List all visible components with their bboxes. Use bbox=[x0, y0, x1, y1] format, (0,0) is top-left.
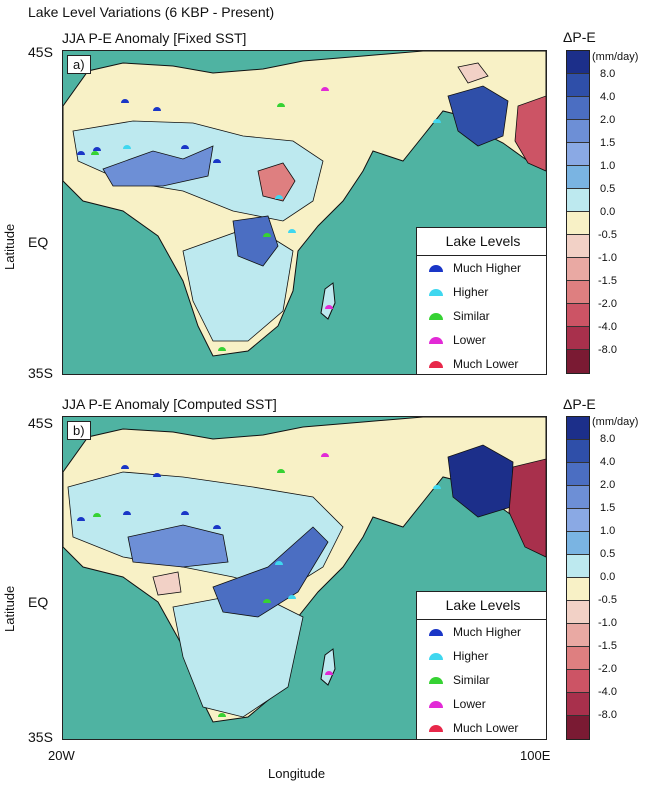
higher-marker-icon bbox=[429, 288, 443, 296]
colorbar-b-label: -2.0 bbox=[598, 663, 617, 675]
colorbar-b-label: -1.5 bbox=[598, 640, 617, 652]
colorbar-a-label: 8.0 bbox=[600, 68, 616, 80]
colorbar-a-label: 4.0 bbox=[600, 91, 616, 103]
legend-item-much-higher-b: Much Higher bbox=[417, 620, 546, 644]
colorbar-a-label: -2.0 bbox=[598, 298, 617, 310]
lake-markers-b bbox=[77, 453, 441, 717]
much-lower-marker-icon bbox=[429, 724, 443, 732]
colorbar-a-label: 0.5 bbox=[600, 183, 616, 195]
region-pink-a bbox=[457, 62, 489, 84]
legend-item-lower-b: Lower bbox=[417, 692, 546, 716]
colorbar-b-label: 0.5 bbox=[600, 548, 616, 560]
panel-a-tag: a) bbox=[67, 55, 91, 74]
y-axis-label-a: Latitude bbox=[2, 223, 17, 270]
lat-tick-bottom-a: 35S bbox=[28, 365, 53, 381]
colorbar-a bbox=[566, 50, 590, 374]
region-red-india-a bbox=[514, 95, 546, 172]
lake-levels-legend-b: Lake Levels Much Higher Higher Similar L… bbox=[416, 591, 546, 739]
colorbar-a-label: -0.5 bbox=[598, 229, 617, 241]
colorbar-title-b: ΔP-E bbox=[563, 396, 596, 412]
much-higher-marker-icon bbox=[429, 264, 443, 272]
region-pink-b bbox=[152, 571, 182, 596]
colorbar-b-label: -8.0 bbox=[598, 709, 617, 721]
legend-item-higher-b: Higher bbox=[417, 644, 546, 668]
map-b-svg bbox=[63, 417, 546, 739]
colorbar-b-label: 1.5 bbox=[600, 502, 616, 514]
legend-item-similar-b: Similar bbox=[417, 668, 546, 692]
colorbar-a-label: -8.0 bbox=[598, 344, 617, 356]
higher-marker-icon bbox=[429, 652, 443, 660]
lon-tick-right: 100E bbox=[520, 748, 551, 763]
legend-item-similar-a: Similar bbox=[417, 304, 546, 328]
legend-item-much-higher-a: Much Higher bbox=[417, 256, 546, 280]
colorbar-a-label: 1.0 bbox=[600, 160, 616, 172]
legend-item-lower-a: Lower bbox=[417, 328, 546, 352]
lower-marker-icon bbox=[429, 336, 443, 344]
lat-tick-eq-b: EQ bbox=[28, 594, 49, 610]
region-red-india-b bbox=[508, 458, 546, 558]
lon-tick-left: 20W bbox=[48, 748, 75, 763]
colorbar-title-a: ΔP-E bbox=[563, 29, 596, 45]
colorbar-a-label: 0.0 bbox=[600, 206, 616, 218]
x-axis-label: Longitude bbox=[268, 766, 326, 781]
colorbar-unit-b: (mm/day) bbox=[592, 416, 639, 428]
colorbar-b bbox=[566, 416, 590, 740]
madagascar-a bbox=[320, 282, 336, 320]
colorbar-a-label: -1.0 bbox=[598, 252, 617, 264]
lat-tick-top-a: 45S bbox=[28, 44, 53, 60]
region-mid-blue-b2 bbox=[212, 526, 329, 618]
region-red-eastafrica-a bbox=[257, 162, 296, 202]
lake-markers-a bbox=[77, 87, 441, 351]
panel-b-title: JJA P-E Anomaly [Computed SST] bbox=[62, 396, 277, 412]
similar-marker-icon bbox=[429, 312, 443, 320]
region-blue-india-a bbox=[447, 85, 509, 147]
similar-marker-icon bbox=[429, 676, 443, 684]
colorbar-b-label: 2.0 bbox=[600, 479, 616, 491]
region-mid-blue-a1 bbox=[102, 145, 214, 187]
colorbar-b-label: 1.0 bbox=[600, 525, 616, 537]
colorbar-a-label: -1.5 bbox=[598, 275, 617, 287]
colorbar-b-label: -4.0 bbox=[598, 686, 617, 698]
panel-a-title: JJA P-E Anomaly [Fixed SST] bbox=[62, 30, 247, 46]
legend-title-a: Lake Levels bbox=[417, 228, 546, 256]
colorbar-b-label: 4.0 bbox=[600, 456, 616, 468]
madagascar-b bbox=[320, 648, 336, 686]
legend-item-much-lower-a: Much Lower bbox=[417, 352, 546, 374]
colorbar-b-label: 0.0 bbox=[600, 571, 616, 583]
map-a-svg bbox=[63, 51, 546, 374]
map-panel-b: b) Lake Levels Much Higher Higher Simila… bbox=[62, 416, 547, 740]
colorbar-b-label: -1.0 bbox=[598, 617, 617, 629]
colorbar-unit-a: (mm/day) bbox=[592, 51, 639, 63]
figure-title: Lake Level Variations (6 KBP - Present) bbox=[28, 4, 275, 20]
legend-item-much-lower-b: Much Lower bbox=[417, 716, 546, 739]
lake-levels-legend-a: Lake Levels Much Higher Higher Similar L… bbox=[416, 227, 546, 374]
legend-title-b: Lake Levels bbox=[417, 592, 546, 620]
y-axis-label-b: Latitude bbox=[2, 585, 17, 632]
panel-b-tag: b) bbox=[67, 421, 91, 440]
lat-tick-eq-a: EQ bbox=[28, 234, 49, 250]
region-mid-blue-a2 bbox=[232, 215, 279, 267]
colorbar-b-label: 8.0 bbox=[600, 433, 616, 445]
colorbar-a-label: 1.5 bbox=[600, 137, 616, 149]
region-mid-blue-b1 bbox=[127, 524, 229, 568]
lower-marker-icon bbox=[429, 700, 443, 708]
map-panel-a: a) Lake Levels Much Higher Higher Simila… bbox=[62, 50, 547, 375]
colorbar-b-label: -0.5 bbox=[598, 594, 617, 606]
legend-item-higher-a: Higher bbox=[417, 280, 546, 304]
much-higher-marker-icon bbox=[429, 628, 443, 636]
colorbar-a-label: 2.0 bbox=[600, 114, 616, 126]
lat-tick-top-b: 45S bbox=[28, 415, 53, 431]
much-lower-marker-icon bbox=[429, 360, 443, 368]
colorbar-a-label: -4.0 bbox=[598, 321, 617, 333]
lat-tick-bottom-b: 35S bbox=[28, 729, 53, 745]
